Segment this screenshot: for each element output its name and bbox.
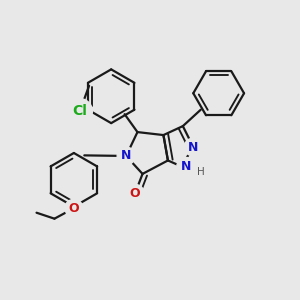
Circle shape	[65, 199, 83, 217]
Text: O: O	[68, 202, 79, 215]
Text: N: N	[188, 140, 199, 154]
Circle shape	[117, 147, 135, 165]
Text: N: N	[181, 160, 191, 173]
Circle shape	[67, 99, 92, 124]
Circle shape	[126, 184, 144, 202]
Circle shape	[177, 158, 195, 175]
Text: O: O	[130, 187, 140, 200]
Text: N: N	[121, 149, 131, 163]
Text: H: H	[197, 167, 205, 177]
Text: Cl: Cl	[72, 104, 87, 118]
Circle shape	[184, 138, 202, 156]
